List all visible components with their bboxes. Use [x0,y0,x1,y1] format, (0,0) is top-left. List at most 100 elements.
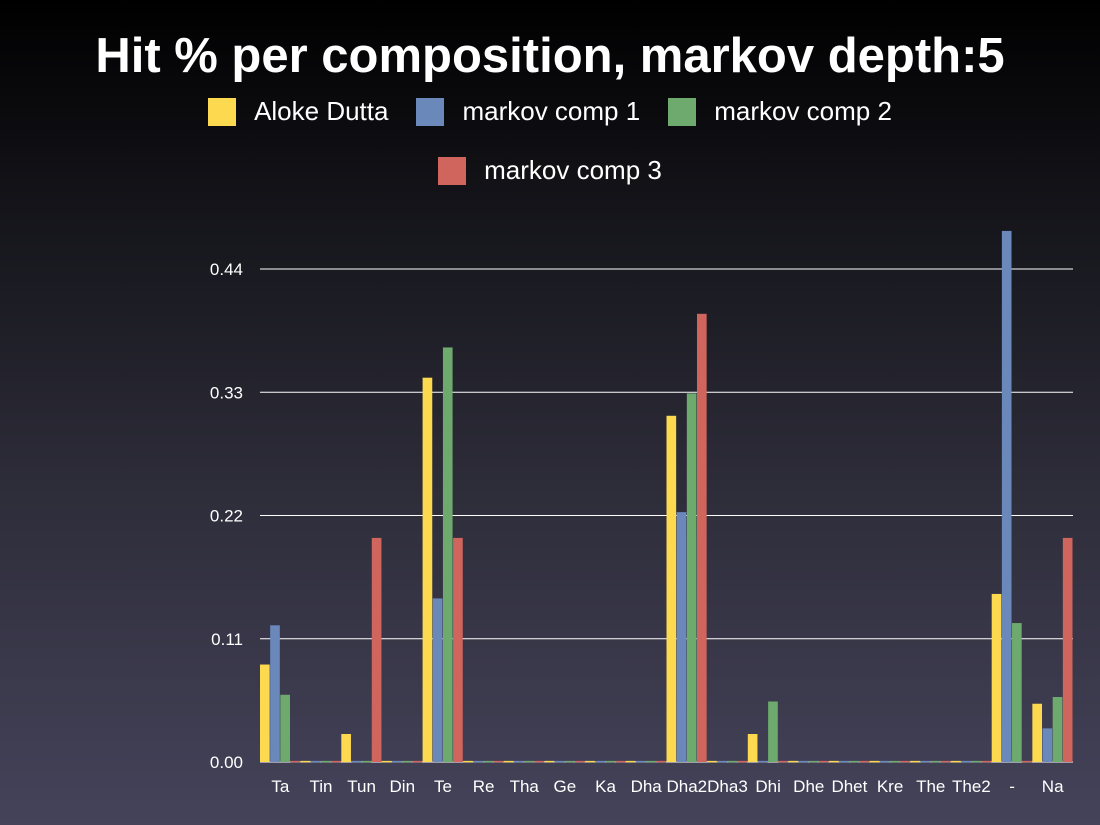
bar [432,598,443,762]
x-tick-label: Dha [631,777,663,796]
bar [260,664,270,762]
bar [605,760,616,763]
legend-row-2: markov comp 3 [0,155,1100,186]
bar [310,760,321,763]
y-tick-label: 0.22 [210,507,243,526]
bar [615,760,626,763]
bar [890,760,900,763]
bar [371,537,382,762]
bar [676,512,687,762]
bar [625,760,636,763]
bar [930,760,941,763]
legend-swatch [416,97,445,126]
bar [453,537,463,762]
bar [859,760,870,763]
x-tick-label: Ge [554,777,577,796]
x-tick-label: Re [473,777,495,796]
bar [717,760,727,763]
bar [747,733,758,762]
bar [910,760,921,763]
bar [646,760,656,763]
bar [961,760,971,763]
bar [564,760,575,763]
x-tick-label: Din [390,777,416,796]
x-tick-label: Ta [271,777,290,796]
bar [1032,703,1043,762]
bar [808,760,819,763]
legend-row-1: Aloke Dutta markov comp 1 markov comp 2 [0,96,1100,127]
legend-label: Aloke Dutta [254,96,389,126]
x-tick-label: Dhe [793,777,824,796]
bar [412,760,423,763]
x-tick-label: Te [434,777,452,796]
bar [524,760,534,763]
x-tick-label: Tin [309,777,332,796]
bar [493,760,504,763]
bar [1012,623,1022,762]
bar [290,760,301,763]
x-tick-label: Dha2 [667,777,708,796]
bar [981,760,992,763]
bar [879,760,890,763]
bar [666,415,677,762]
bar [270,625,280,762]
bar [1042,728,1053,762]
bar [849,760,860,763]
x-tick-label: Tha [510,777,540,796]
bar [381,760,392,763]
bar [686,393,697,762]
bar [280,694,290,762]
bar [920,760,931,763]
legend-item: markov comp 3 [438,155,662,186]
bar [1001,230,1012,762]
x-tick-label: - [1009,777,1015,796]
bar [402,760,412,763]
x-tick-label: Na [1042,777,1064,796]
bar [422,377,433,762]
bar [331,760,341,763]
bar [544,760,555,763]
bar [361,760,372,763]
x-tick-label: Dhi [755,777,781,796]
x-tick-label: Ka [595,777,616,796]
bar [585,760,595,763]
bar [757,760,768,763]
bar [534,760,545,763]
bar [442,347,453,762]
bar [900,760,910,763]
y-tick-label: 0.33 [210,383,243,402]
x-tick-label: Dha3 [707,777,748,796]
legend-label: markov comp 1 [462,96,641,126]
legend-label: markov comp 3 [484,155,662,185]
bar [463,760,473,763]
bar [991,593,1002,762]
bar [737,760,748,763]
bar [707,760,717,763]
x-tick-label: The [916,777,945,796]
y-tick-label: 0.11 [211,630,243,649]
bar [839,760,849,763]
x-tick-label: Tun [347,777,376,796]
y-tick-label: 0.00 [210,753,243,772]
bar [869,760,880,763]
bar [300,760,311,763]
bar [798,760,809,763]
bar [320,760,331,763]
bar [1022,760,1032,763]
bar [656,760,666,763]
bar [829,760,839,763]
bar [940,760,951,763]
bar [473,760,484,763]
bar [768,701,778,762]
bar [696,313,707,762]
bar [351,760,362,763]
bar [778,760,788,763]
legend-swatch [438,156,467,185]
bar [514,760,524,763]
bar [727,760,738,763]
bar [788,760,799,763]
bar [575,760,585,763]
bar [1062,537,1073,762]
legend-label: markov comp 2 [714,96,892,126]
